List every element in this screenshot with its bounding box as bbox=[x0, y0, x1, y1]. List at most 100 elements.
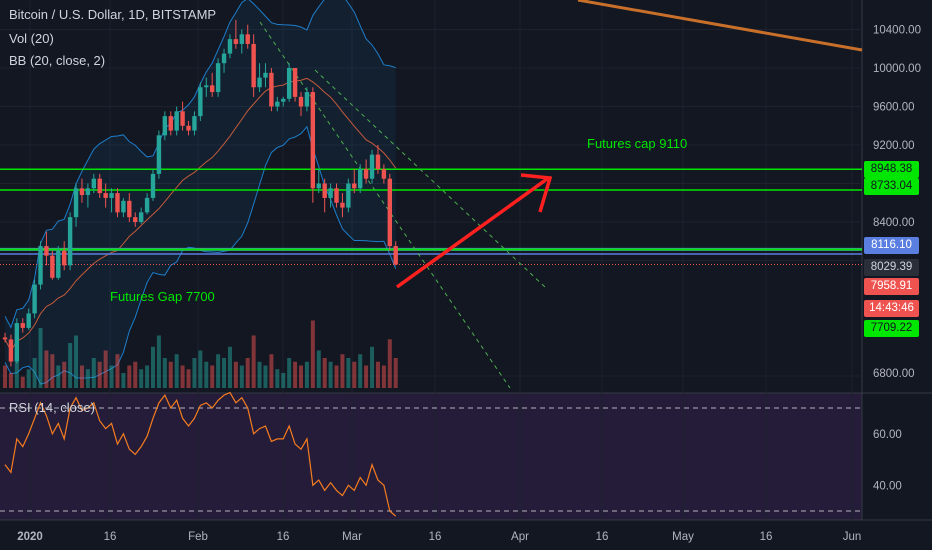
volume-bar bbox=[287, 358, 292, 388]
candle-body bbox=[281, 98, 286, 102]
candle-body bbox=[322, 183, 327, 198]
volume-bar bbox=[151, 346, 155, 388]
volume-bar bbox=[269, 354, 274, 388]
candle-body bbox=[168, 116, 173, 131]
volume-bar bbox=[263, 365, 268, 388]
volume-bar bbox=[352, 361, 357, 388]
red-arrow-shaft bbox=[395, 177, 549, 289]
candle-body bbox=[14, 323, 20, 362]
price-tag-8948: 8948.38 bbox=[864, 161, 919, 178]
rsi-line bbox=[4, 391, 397, 517]
candle-body bbox=[239, 34, 244, 44]
volume-bar bbox=[245, 358, 250, 388]
candle-body bbox=[263, 72, 268, 78]
volume-bar bbox=[328, 361, 333, 388]
candle-body bbox=[67, 217, 73, 266]
candle-body bbox=[310, 92, 316, 189]
volume-bar bbox=[334, 365, 339, 388]
candle-body bbox=[56, 250, 61, 278]
candle-body bbox=[133, 217, 138, 222]
volume-bar bbox=[180, 365, 185, 388]
candle-body bbox=[286, 68, 292, 99]
candle-body bbox=[352, 183, 357, 189]
volume-bar bbox=[14, 361, 19, 388]
volume-bar bbox=[358, 354, 363, 388]
volume-bar bbox=[293, 361, 298, 388]
candle-body bbox=[150, 173, 156, 198]
candle-body bbox=[204, 85, 209, 88]
candle-body bbox=[346, 183, 351, 208]
bb-band-fill bbox=[5, 0, 396, 385]
candle-body bbox=[275, 101, 280, 107]
volume-bar bbox=[393, 358, 398, 388]
candle-body bbox=[20, 323, 25, 328]
volume-bar bbox=[198, 350, 203, 388]
time-axis-label: 16 bbox=[104, 531, 117, 543]
candle-body bbox=[109, 193, 114, 198]
volume-bar bbox=[156, 335, 161, 388]
time-axis-label: 16 bbox=[760, 531, 773, 543]
candle-body bbox=[91, 178, 96, 189]
candle-body bbox=[115, 193, 120, 213]
bb-basis bbox=[4, 77, 397, 352]
candle-body bbox=[156, 135, 162, 174]
volume-bar bbox=[210, 365, 215, 388]
volume-bar bbox=[168, 361, 173, 388]
volume-bar bbox=[251, 335, 256, 388]
candle-body bbox=[50, 255, 55, 278]
volume-bar bbox=[44, 350, 49, 388]
candle-body bbox=[227, 39, 233, 54]
volume-bar bbox=[109, 365, 114, 388]
candle-body bbox=[138, 212, 144, 222]
volume-bar bbox=[375, 361, 380, 388]
candle-body bbox=[251, 43, 256, 88]
candle-body bbox=[2, 337, 8, 340]
last-price-tag: 7958.91 bbox=[864, 278, 919, 295]
volume-bar bbox=[275, 369, 280, 388]
volume-bar bbox=[364, 365, 369, 388]
candle-body bbox=[340, 202, 345, 208]
volume-bar bbox=[103, 350, 108, 388]
time-axis-label: Feb bbox=[188, 531, 208, 543]
chart-title: Bitcoin / U.S. Dollar, 1D, BITSTAMP bbox=[9, 7, 217, 22]
orange-trendline bbox=[577, 0, 863, 52]
candle-body bbox=[26, 313, 31, 328]
volume-bar bbox=[299, 365, 303, 388]
volume-bar bbox=[68, 343, 73, 388]
price-axis-label: 9200.00 bbox=[873, 140, 915, 152]
price-axis-label: 8400.00 bbox=[873, 217, 915, 229]
candle-body bbox=[334, 188, 339, 203]
volume-bar bbox=[133, 361, 138, 388]
downtrend-dashed bbox=[259, 21, 511, 389]
price-tag-8116: 8116.10 bbox=[864, 237, 919, 254]
volume-bar bbox=[174, 354, 179, 388]
time-axis-label: 16 bbox=[277, 531, 290, 543]
time-axis-label: Apr bbox=[511, 531, 529, 543]
volume-bar bbox=[145, 365, 150, 388]
candle-body bbox=[62, 250, 67, 266]
time-axis-label: 16 bbox=[429, 531, 442, 543]
candle-body bbox=[44, 246, 49, 256]
candle-body bbox=[221, 53, 227, 64]
price-tag-8733: 8733.04 bbox=[864, 178, 919, 195]
volume-bar bbox=[192, 358, 197, 388]
volume-bar bbox=[115, 354, 120, 388]
candle-body bbox=[174, 111, 179, 131]
volume-bar bbox=[139, 369, 144, 388]
price-axis-label: 10400.00 bbox=[873, 25, 921, 37]
candle-body bbox=[292, 68, 298, 97]
candle-body bbox=[363, 169, 369, 179]
candle-body bbox=[387, 178, 392, 247]
candle-body bbox=[38, 246, 43, 285]
volume-bar bbox=[304, 361, 309, 388]
candle-body bbox=[198, 87, 203, 117]
volume-bar bbox=[227, 346, 232, 388]
candle-body bbox=[97, 178, 102, 194]
candle-body bbox=[162, 116, 168, 136]
time-axis-label: 2020 bbox=[17, 531, 43, 543]
volume-bar bbox=[26, 369, 31, 388]
candle-body bbox=[358, 169, 363, 189]
volume-bar bbox=[79, 365, 84, 388]
candle-body bbox=[85, 188, 91, 196]
